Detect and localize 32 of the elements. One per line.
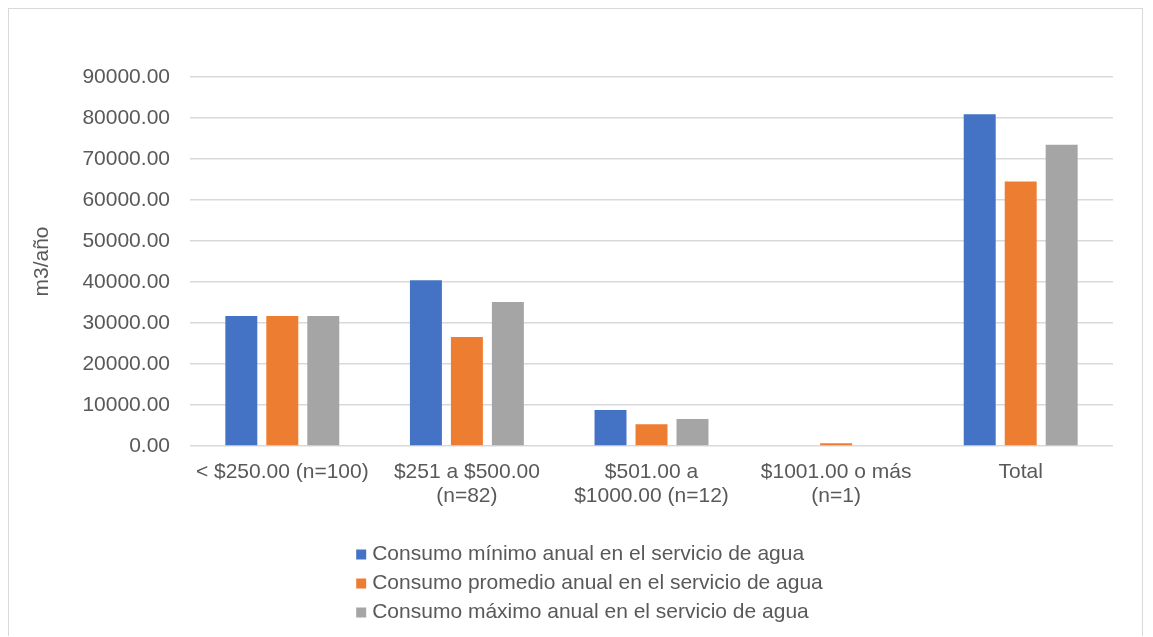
x-tick-label: Total bbox=[998, 458, 1043, 482]
legend-label: Consumo promedio anual en el servicio de agua bbox=[372, 570, 824, 594]
bar bbox=[266, 316, 299, 446]
bar bbox=[307, 316, 340, 446]
bar bbox=[594, 409, 627, 446]
x-tick-label: $251 a $500.00 (n=82) bbox=[393, 458, 540, 507]
bar bbox=[491, 302, 524, 446]
legend-label: Consumo mínimo anual en el servicio de agua bbox=[372, 541, 805, 565]
y-tick-label: 10000.00 bbox=[82, 391, 170, 415]
y-tick-label: 40000.00 bbox=[82, 268, 170, 292]
y-tick-label: 20000.00 bbox=[82, 350, 170, 374]
x-tick-label: $501.00 a $1000.00 (n=12) bbox=[574, 458, 729, 507]
bar bbox=[1004, 181, 1037, 446]
legend-label: Consumo máximo anual en el servicio de agua bbox=[372, 599, 810, 623]
y-tick-label: 80000.00 bbox=[82, 104, 170, 128]
y-tick-label: 90000.00 bbox=[82, 63, 170, 87]
y-axis-title: m3/año bbox=[29, 226, 53, 297]
bar bbox=[676, 418, 709, 446]
bar bbox=[1045, 144, 1078, 446]
y-tick-label: 50000.00 bbox=[82, 227, 170, 251]
y-tick-label: 30000.00 bbox=[82, 309, 170, 333]
y-tick-label: 70000.00 bbox=[82, 145, 170, 169]
x-tick-label: $1001.00 o más (n=1) bbox=[760, 458, 912, 507]
bar bbox=[225, 316, 258, 446]
x-tick-label: < $250.00 (n=100) bbox=[195, 458, 369, 482]
y-tick-label: 0.00 bbox=[129, 432, 170, 456]
y-tick-label: 60000.00 bbox=[82, 186, 170, 210]
bar bbox=[450, 336, 483, 446]
bar bbox=[409, 280, 442, 446]
bar bbox=[963, 114, 996, 446]
bar bbox=[820, 443, 853, 446]
bar bbox=[635, 424, 668, 446]
